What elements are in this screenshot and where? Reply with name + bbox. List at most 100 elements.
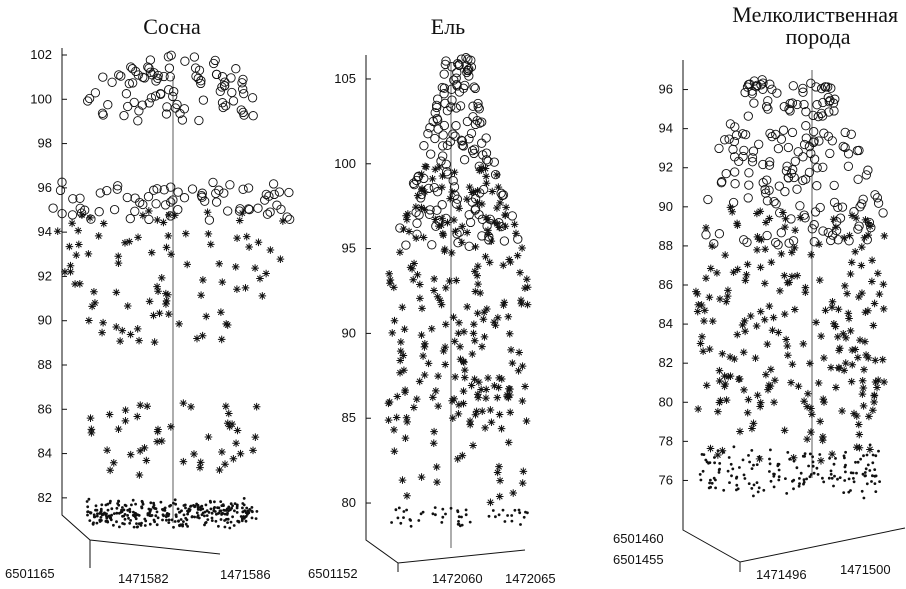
- point-circle: [208, 177, 218, 188]
- point-circle: [870, 190, 880, 200]
- chart-panel-spruce: Ель 80 85 90 95 100 105 6501152 1472060 14720…: [308, 14, 556, 586]
- point-star: [420, 343, 429, 351]
- point-star: [820, 398, 828, 406]
- point-circle: [465, 217, 476, 228]
- point-circle: [173, 187, 183, 197]
- point-dot: [205, 514, 209, 517]
- point-dot: [828, 456, 831, 460]
- point-dot: [805, 477, 808, 481]
- point-dot: [522, 515, 526, 519]
- point-circle: [747, 89, 757, 99]
- point-circle: [747, 153, 758, 163]
- point-circle: [109, 204, 120, 215]
- point-circle: [739, 235, 749, 245]
- point-circle: [778, 125, 789, 135]
- point-dot: [441, 515, 445, 519]
- point-dot: [132, 510, 135, 514]
- point-dot: [716, 449, 720, 453]
- point-star: [774, 328, 783, 337]
- point-dot: [757, 486, 761, 490]
- point-circle: [795, 201, 805, 211]
- point-star: [796, 213, 805, 222]
- point-star: [771, 376, 779, 385]
- point-circle: [749, 98, 759, 108]
- point-star: [788, 360, 797, 369]
- point-dot: [110, 507, 114, 511]
- point-circle: [854, 221, 864, 231]
- point-dot: [801, 454, 805, 458]
- point-dot: [396, 516, 400, 520]
- point-star: [694, 405, 702, 413]
- point-dot: [718, 467, 721, 471]
- point-dot: [399, 521, 403, 525]
- point-circle: [162, 102, 172, 112]
- point-star: [875, 290, 884, 298]
- point-star: [505, 255, 514, 264]
- point-circle: [459, 155, 470, 165]
- point-star: [114, 259, 123, 267]
- point-dot: [121, 506, 124, 509]
- point-star: [254, 238, 263, 247]
- point-star: [697, 301, 706, 309]
- point-dot: [752, 463, 755, 467]
- point-dot: [731, 467, 735, 471]
- point-dot: [182, 520, 185, 523]
- point-circle: [198, 95, 209, 105]
- point-dot: [196, 503, 200, 507]
- point-dot: [94, 504, 98, 508]
- point-dot: [95, 521, 99, 525]
- point-star: [782, 335, 790, 344]
- point-star: [723, 292, 732, 300]
- point-star: [396, 248, 404, 256]
- point-circle: [790, 156, 800, 166]
- point-star: [518, 479, 527, 487]
- point-star: [733, 221, 742, 230]
- point-star: [441, 320, 450, 329]
- point-dot: [777, 468, 781, 472]
- point-star: [418, 304, 426, 313]
- point-star: [203, 208, 212, 217]
- point-star: [765, 302, 774, 310]
- point-circle: [473, 102, 483, 112]
- point-dot: [129, 519, 133, 522]
- point-star: [434, 222, 443, 230]
- point-circle: [754, 139, 764, 149]
- point-star: [450, 168, 459, 177]
- point-star: [832, 223, 840, 232]
- point-star: [700, 317, 708, 325]
- point-star: [509, 489, 518, 497]
- point-dot: [210, 519, 214, 522]
- point-circle: [808, 110, 818, 121]
- z-axis: [61, 48, 221, 568]
- point-dot: [798, 477, 801, 480]
- point-circle: [765, 128, 775, 139]
- z-axis-tick-labels: 80 85 90 95 100 105: [334, 71, 371, 510]
- point-dot: [88, 519, 92, 522]
- point-dot: [250, 509, 254, 513]
- point-star: [448, 414, 457, 422]
- point-dot: [755, 481, 759, 484]
- point-star: [756, 307, 765, 316]
- point-circle: [724, 134, 734, 144]
- point-star: [256, 274, 264, 283]
- point-star: [409, 275, 418, 284]
- point-star: [85, 316, 93, 325]
- point-dot: [186, 509, 189, 513]
- base-tick-label: 1471586: [220, 567, 271, 582]
- point-star: [807, 250, 815, 259]
- point-circle: [238, 84, 248, 94]
- point-circle: [424, 209, 435, 219]
- point-star: [441, 360, 450, 369]
- point-circle: [857, 199, 867, 209]
- point-circle: [149, 185, 159, 195]
- point-star: [430, 286, 438, 295]
- point-star: [417, 203, 426, 212]
- point-star: [783, 342, 792, 350]
- point-dot: [513, 508, 517, 512]
- point-star: [438, 214, 446, 223]
- point-star: [880, 232, 889, 240]
- point-star: [830, 320, 838, 328]
- point-dot: [92, 513, 96, 517]
- point-star: [175, 320, 183, 328]
- point-dot: [836, 477, 839, 481]
